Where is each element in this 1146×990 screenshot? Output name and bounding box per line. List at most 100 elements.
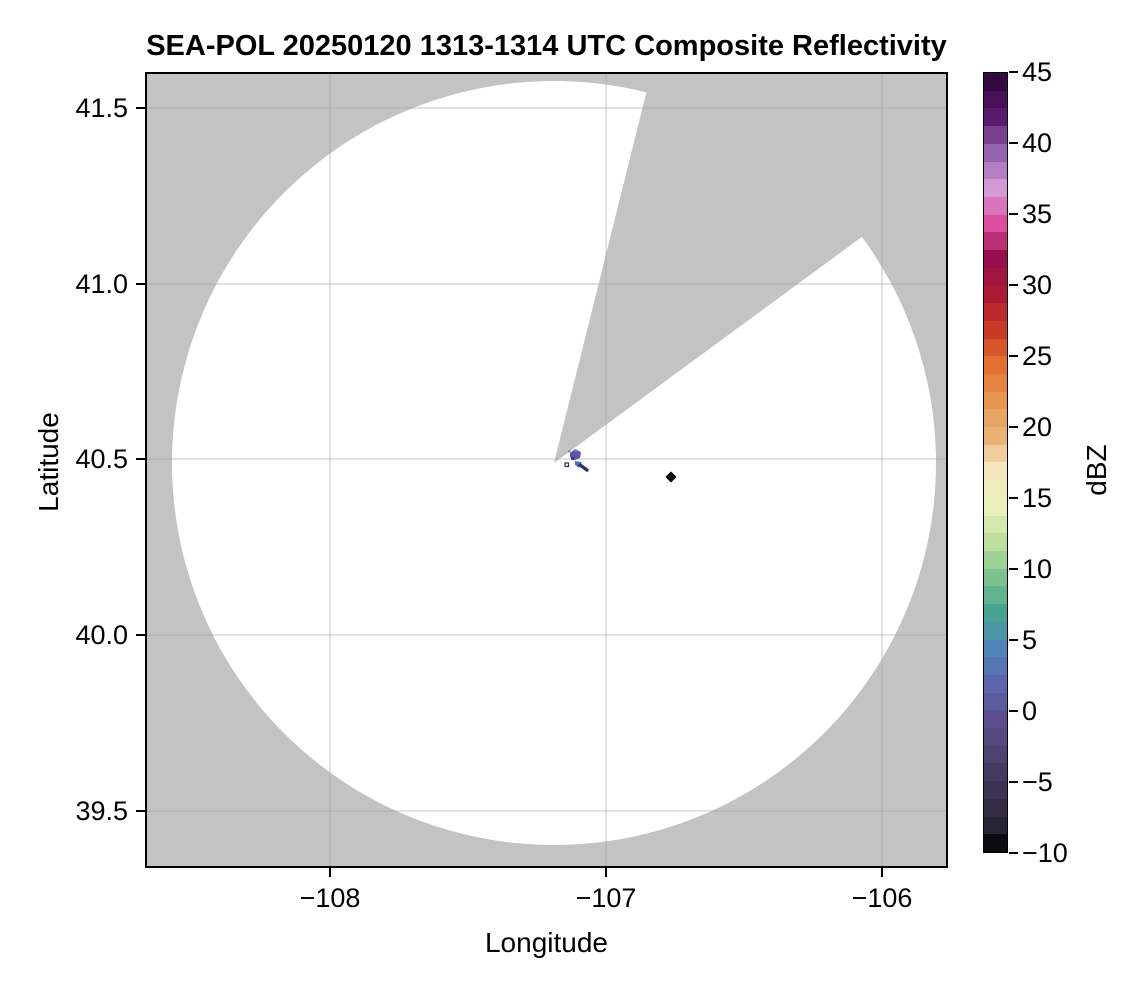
colorbar-band [984, 373, 1007, 392]
colorbar-tick-label: 0 [1022, 696, 1038, 726]
colorbar-tick-label: 35 [1022, 199, 1053, 229]
x-axis-tick-label: −108 [299, 883, 361, 913]
colorbar-tick [1009, 851, 1018, 855]
gridlines [145, 72, 948, 868]
plot-frame [145, 72, 948, 868]
colorbar-tick [1009, 496, 1018, 500]
chart-title: SEA-POL 20250120 1313-1314 UTC Composite… [146, 30, 947, 62]
x-axis-label: Longitude [484, 927, 608, 958]
colorbar-tick [1009, 283, 1018, 287]
map-plot [145, 72, 948, 868]
colorbar-band [984, 73, 1007, 91]
colorbar-band [984, 480, 1007, 498]
colorbar-band [984, 391, 1007, 410]
y-axis-tick-label: 41.0 [75, 269, 128, 299]
colorbar [983, 72, 1008, 853]
x-axis-tick [604, 868, 608, 877]
colorbar-tick-label: −5 [1022, 767, 1053, 797]
colorbar-band [984, 444, 1007, 463]
colorbar-tick [1009, 425, 1018, 429]
point-marker-diamond [665, 471, 677, 483]
colorbar-band [984, 798, 1007, 817]
colorbar-band [984, 320, 1007, 339]
colorbar-band [984, 232, 1007, 251]
y-axis-tick-label: 39.5 [75, 796, 128, 826]
x-axis-tick-label: −106 [851, 883, 913, 913]
x-axis-tick [328, 868, 332, 877]
y-axis-tick-label: 40.5 [75, 444, 128, 474]
colorbar-tick-label: 25 [1022, 341, 1053, 371]
colorbar-band [984, 196, 1007, 215]
colorbar-tick [1009, 638, 1018, 642]
colorbar-band [984, 781, 1007, 799]
colorbar-band [984, 161, 1007, 180]
colorbar-band [984, 550, 1007, 569]
y-axis-tick [136, 282, 145, 286]
colorbar-tick [1009, 354, 1018, 358]
y-axis-label: Latitude [33, 412, 64, 512]
colorbar-tick-label: 15 [1022, 483, 1053, 513]
colorbar-band [984, 533, 1007, 551]
radar-echoes [564, 449, 677, 483]
colorbar-band [984, 816, 1007, 835]
colorbar-band [984, 745, 1007, 764]
colorbar-band [984, 834, 1007, 852]
y-axis-tick-label: 41.5 [75, 93, 128, 123]
colorbar-tick [1009, 709, 1018, 713]
colorbar-tick-label: 40 [1022, 128, 1053, 158]
colorbar-band [984, 763, 1007, 782]
colorbar-tick [1009, 70, 1018, 74]
colorbar-band [984, 657, 1007, 675]
colorbar-tick-label: −10 [1022, 838, 1068, 868]
blocked-sector [554, 72, 948, 463]
colorbar-band [984, 285, 1007, 304]
echo-marker [571, 457, 574, 460]
colorbar-tick-label: 10 [1022, 554, 1053, 584]
colorbar-band [984, 674, 1007, 693]
colorbar-band [984, 568, 1007, 587]
colorbar-band [984, 179, 1007, 197]
colorbar-band [984, 338, 1007, 357]
colorbar-band [984, 356, 1007, 374]
colorbar-band [984, 462, 1007, 481]
colorbar-band [984, 639, 1007, 658]
colorbar-band [984, 250, 1007, 268]
colorbar-band [984, 108, 1007, 127]
y-axis-tick-label: 40.0 [75, 620, 128, 650]
colorbar-band [984, 515, 1007, 534]
colorbar-band [984, 728, 1007, 746]
y-axis-tick [136, 633, 145, 637]
y-axis-tick [136, 106, 145, 110]
colorbar-band [984, 409, 1007, 428]
y-axis-tick [136, 809, 145, 813]
colorbar-band [984, 621, 1007, 640]
colorbar-tick [1009, 780, 1018, 784]
colorbar-tick-label: 20 [1022, 412, 1053, 442]
colorbar-tick [1009, 567, 1018, 571]
y-axis-tick [136, 457, 145, 461]
colorbar-tick-label: 45 [1022, 57, 1053, 87]
x-axis-tick-label: −107 [575, 883, 637, 913]
colorbar-band [984, 90, 1007, 109]
colorbar-band [984, 143, 1007, 162]
echo-marker [578, 463, 589, 472]
colorbar-band [984, 586, 1007, 605]
colorbar-band [984, 126, 1007, 144]
echo-marker [564, 462, 570, 468]
colorbar-label: dBZ [1081, 444, 1112, 496]
colorbar-tick [1009, 141, 1018, 145]
colorbar-band [984, 427, 1007, 445]
echo-marker [574, 449, 578, 452]
colorbar-band [984, 497, 1007, 516]
colorbar-band [984, 692, 1007, 711]
colorbar-tick [1009, 212, 1018, 216]
colorbar-band [984, 267, 1007, 286]
echo-marker [568, 450, 571, 453]
colorbar-band [984, 604, 1007, 622]
colorbar-band [984, 303, 1007, 321]
colorbar-band [984, 710, 1007, 729]
colorbar-band [984, 214, 1007, 233]
colorbar-tick-label: 5 [1022, 625, 1038, 655]
x-axis-tick [880, 868, 884, 877]
